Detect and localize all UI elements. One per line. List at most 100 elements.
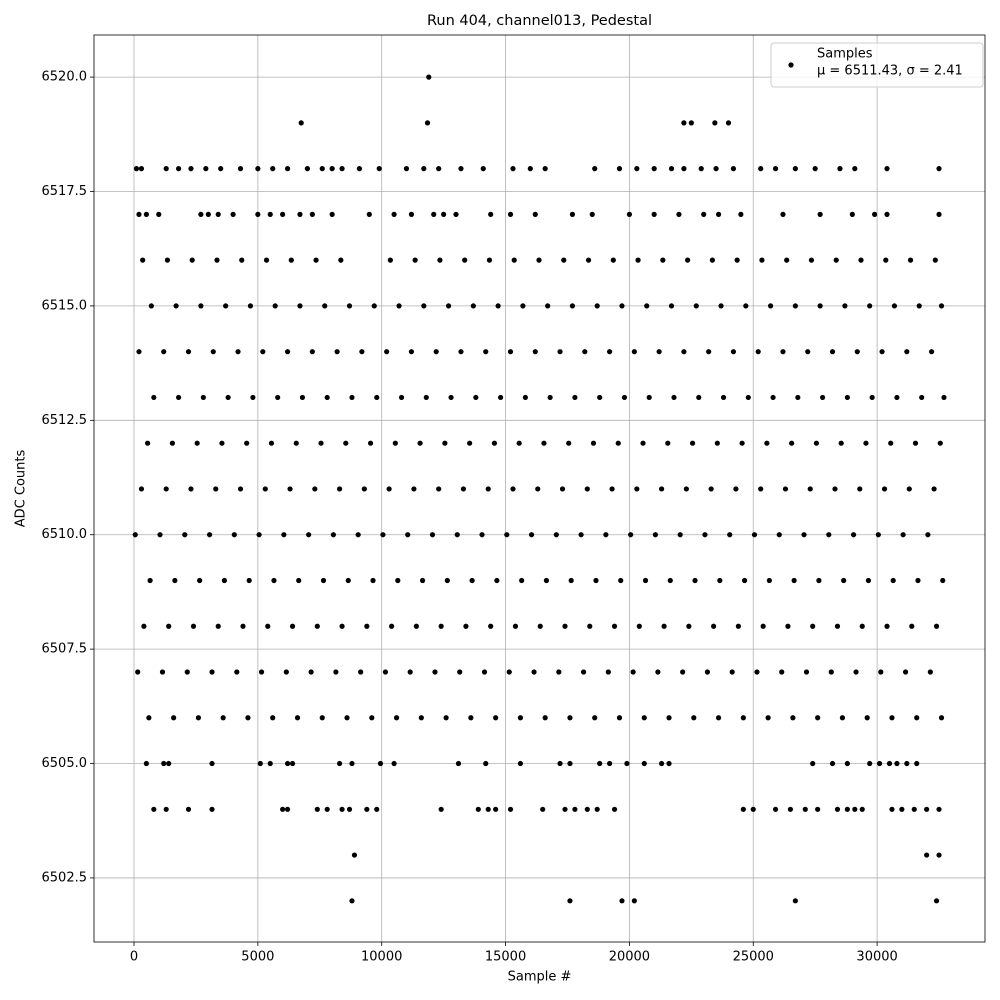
data-point: [532, 349, 538, 355]
data-point: [172, 577, 178, 584]
chart-title: Run 404, channel013, Pedestal: [427, 13, 652, 29]
data-point: [889, 806, 895, 812]
data-point: [314, 806, 320, 812]
data-point: [927, 669, 933, 675]
data-point: [776, 532, 782, 538]
data-point: [704, 669, 711, 675]
data-point: [370, 577, 376, 584]
data-point: [833, 257, 839, 263]
data-point: [652, 532, 659, 538]
data-point: [681, 120, 687, 126]
data-point: [429, 532, 436, 538]
data-point: [169, 440, 175, 446]
legend-box: [770, 42, 984, 88]
data-point: [894, 394, 900, 401]
data-point: [540, 806, 546, 812]
data-point: [766, 577, 772, 584]
data-point: [280, 211, 286, 217]
data-point: [584, 486, 590, 492]
data-point: [578, 532, 584, 538]
data-point: [145, 440, 151, 446]
data-point: [779, 669, 785, 675]
data-point: [329, 211, 335, 217]
data-point: [448, 394, 454, 401]
data-point: [293, 440, 299, 446]
data-point: [306, 532, 312, 538]
data-point: [569, 303, 576, 309]
x-tick-label: 20000: [609, 950, 650, 965]
data-point: [442, 440, 448, 446]
data-point: [333, 669, 339, 675]
data-point: [865, 577, 872, 584]
data-point: [681, 349, 687, 355]
data-point: [631, 898, 637, 904]
data-point: [542, 166, 548, 172]
data-point: [659, 760, 665, 767]
data-point: [628, 532, 634, 538]
data-point: [136, 349, 142, 355]
data-point: [280, 806, 286, 812]
data-point: [361, 486, 367, 492]
data-point: [542, 715, 548, 721]
data-point: [345, 577, 351, 584]
data-point: [782, 486, 789, 492]
data-point: [511, 257, 517, 263]
data-point: [374, 806, 380, 812]
data-point: [666, 760, 672, 767]
data-point: [792, 898, 798, 904]
data-point: [760, 623, 766, 629]
data-point: [795, 394, 801, 401]
data-point: [640, 440, 646, 446]
data-point: [244, 440, 250, 446]
data-point: [651, 166, 657, 172]
data-point: [803, 669, 810, 675]
data-point: [667, 577, 673, 584]
legend-annotation: μ = 6511.43, σ = 2.41: [817, 64, 963, 79]
data-point: [392, 440, 398, 446]
data-point: [904, 349, 910, 355]
data-point: [720, 394, 727, 401]
data-point: [470, 303, 476, 309]
data-point: [792, 303, 798, 309]
data-point: [519, 577, 525, 584]
data-point: [436, 486, 442, 492]
data-point: [411, 486, 417, 492]
data-point: [572, 394, 578, 401]
data-point: [655, 669, 661, 675]
data-point: [606, 760, 613, 767]
y-tick-label: 6510.0: [42, 527, 88, 542]
data-point: [421, 303, 427, 309]
data-point: [480, 166, 486, 172]
data-point: [706, 349, 712, 355]
data-point: [336, 486, 343, 492]
data-point: [619, 303, 625, 309]
data-point: [346, 303, 353, 309]
data-point: [223, 303, 229, 309]
data-point: [200, 394, 206, 401]
data-point: [884, 166, 890, 172]
data-point: [937, 440, 943, 446]
data-point: [730, 349, 737, 355]
data-point: [933, 898, 940, 904]
data-point: [206, 532, 213, 538]
data-point: [817, 211, 823, 217]
data-point: [556, 669, 562, 675]
data-point: [349, 898, 355, 904]
data-point: [141, 623, 147, 629]
data-point: [436, 166, 442, 172]
data-point: [850, 532, 857, 538]
data-point: [175, 394, 182, 401]
data-point: [750, 806, 756, 812]
grid: [94, 35, 985, 942]
data-point: [157, 532, 163, 538]
data-point: [785, 623, 791, 629]
data-point: [619, 898, 625, 904]
data-point: [566, 440, 572, 446]
data-point: [692, 577, 698, 584]
data-point: [497, 394, 504, 401]
data-point: [572, 806, 578, 812]
data-point: [147, 577, 153, 584]
data-point: [298, 120, 304, 126]
data-point: [190, 623, 197, 629]
